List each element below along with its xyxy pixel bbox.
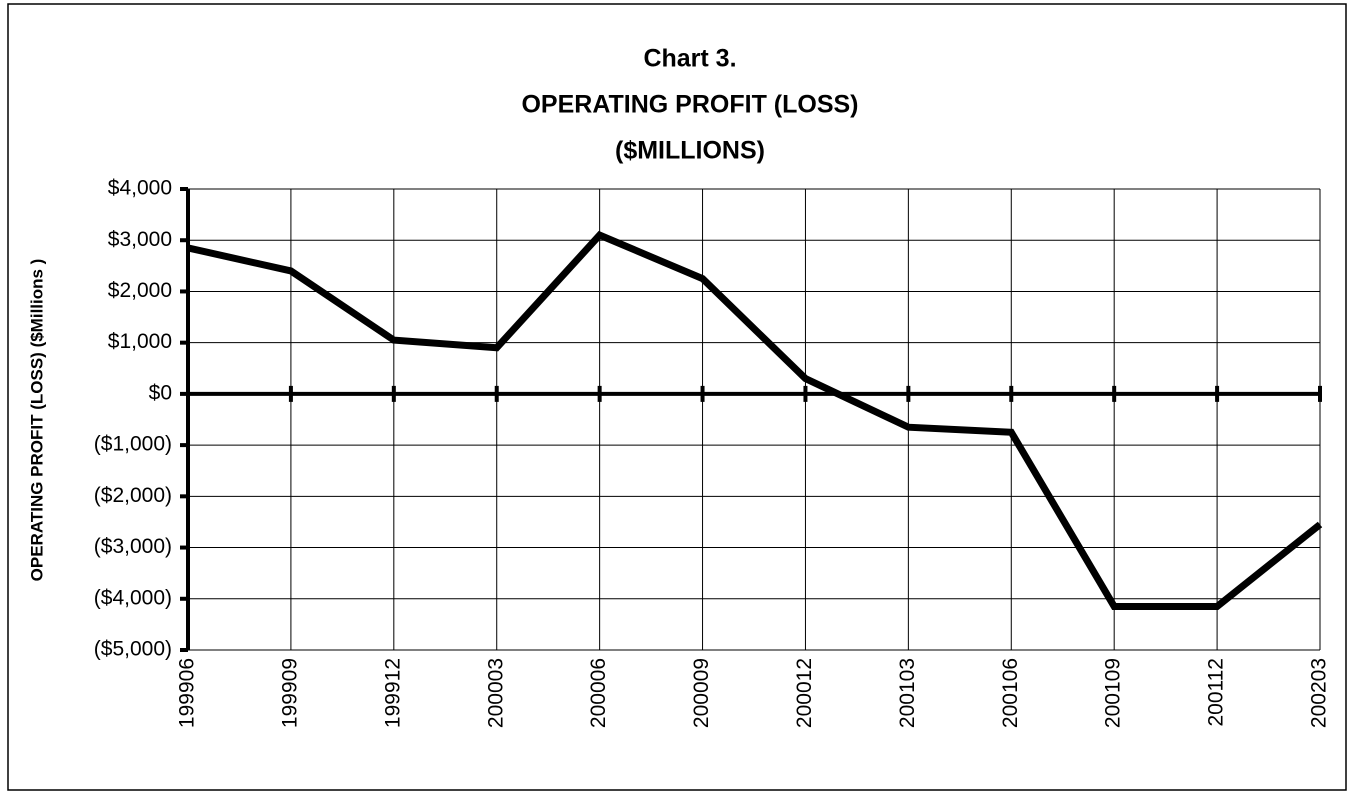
x-tick-label: 200203 [1308, 658, 1331, 728]
y-tick-label: $2,000 [108, 279, 172, 302]
y-tick-label: $3,000 [108, 228, 172, 251]
y-tick-label: $1,000 [108, 330, 172, 353]
chart-title: ($MILLIONS) [615, 137, 765, 165]
y-tick-label: $0 [149, 381, 172, 404]
x-tick-label: 200012 [793, 658, 816, 728]
x-tick-label: 200112 [1205, 658, 1228, 727]
x-tick-label: 200106 [999, 658, 1022, 728]
x-tick-label: 200009 [690, 658, 713, 728]
y-tick-label: ($5,000) [94, 638, 172, 661]
y-tick-label: ($4,000) [94, 586, 172, 609]
y-tick-label: ($1,000) [94, 433, 172, 456]
series-line [187, 230, 1323, 610]
x-tick-label: 200103 [896, 658, 919, 728]
x-tick-label: 200003 [484, 658, 507, 728]
y-tick-label: $4,000 [108, 177, 172, 200]
y-axis-label: OPERATING PROFIT (LOSS) ($Millions ) [27, 259, 46, 582]
x-tick-label: 199912 [381, 658, 404, 728]
x-tick-label: 200109 [1102, 658, 1125, 728]
x-tick-label: 199906 [176, 658, 199, 728]
chart-title: Chart 3. [643, 45, 736, 73]
chart-border [7, 3, 1347, 791]
y-tick-label: ($3,000) [94, 535, 172, 558]
x-tick-label: 199909 [278, 658, 301, 728]
x-tick-label: 200006 [587, 658, 610, 728]
y-tick-label: ($2,000) [94, 484, 172, 507]
chart-title: OPERATING PROFIT (LOSS) [521, 91, 858, 119]
